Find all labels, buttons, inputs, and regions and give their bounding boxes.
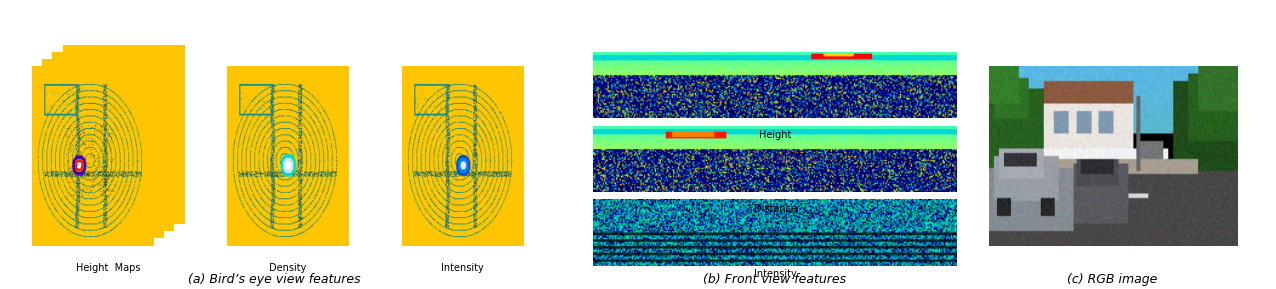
Text: Distance: Distance [754, 204, 796, 214]
Text: http://blog.csdn.net/suyurt_ning: http://blog.csdn.net/suyurt_ning [713, 154, 837, 164]
Text: Density: Density [269, 263, 306, 273]
Text: Height  Maps: Height Maps [75, 263, 140, 273]
Text: (a) Bird’s eye view features: (a) Bird’s eye view features [188, 273, 361, 286]
Text: (c) RGB image: (c) RGB image [1068, 273, 1157, 286]
Text: Intensity: Intensity [754, 269, 796, 279]
Text: Height: Height [759, 130, 791, 140]
Text: Intensity: Intensity [441, 263, 484, 273]
Text: (b) Front view features: (b) Front view features [703, 273, 846, 286]
